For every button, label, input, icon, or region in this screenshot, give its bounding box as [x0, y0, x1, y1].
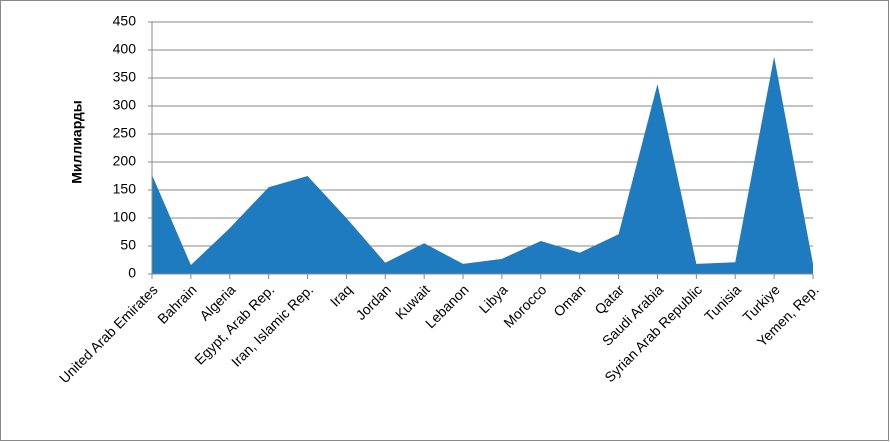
- y-tick-label: 250: [113, 125, 137, 141]
- y-tick-label: 350: [113, 69, 137, 85]
- y-axis-label: Миллиарды: [69, 100, 85, 184]
- y-tick-label: 400: [113, 41, 137, 57]
- y-tick-label: 450: [113, 13, 137, 29]
- y-tick-label: 150: [113, 181, 137, 197]
- y-tick-label: 50: [120, 237, 136, 253]
- y-tick-label: 200: [113, 153, 137, 169]
- y-tick-label: 100: [113, 209, 137, 225]
- area: [152, 56, 813, 274]
- y-tick-label: 0: [128, 265, 136, 281]
- y-tick-label: 300: [113, 97, 137, 113]
